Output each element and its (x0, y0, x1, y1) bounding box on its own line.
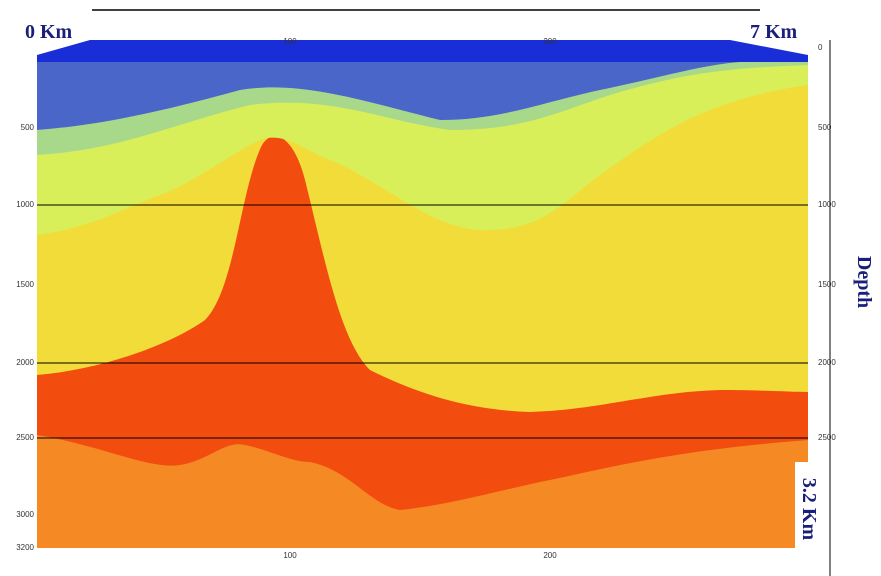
tick-labels: 500 1000 1500 2000 2500 3000 3200 0 500 1000 1500 2… (16, 37, 836, 560)
label-box (795, 462, 823, 556)
tick-label: 1000 (818, 200, 836, 209)
tick-label: 100 (283, 551, 297, 560)
blue-layer (37, 62, 740, 130)
right-distance: 7 Km (750, 21, 798, 43)
tick-label: 3000 (16, 510, 34, 519)
depth-title: Depth (853, 256, 875, 308)
tick-label: 1500 (818, 280, 836, 289)
tick-label: 200 (543, 551, 557, 560)
tick-label: 200 (543, 37, 557, 46)
water-layer (37, 40, 808, 62)
tick-label: 500 (21, 123, 35, 132)
tick-label: 2000 (16, 358, 34, 367)
tick-label: 3200 (16, 543, 34, 552)
tick-label: 1500 (16, 280, 34, 289)
tick-label: 500 (818, 123, 832, 132)
tick-label: 2500 (16, 433, 34, 442)
tick-label: 0 (818, 43, 823, 52)
tick-label: 2000 (818, 358, 836, 367)
tick-label: 2500 (818, 433, 836, 442)
tick-label: 1000 (16, 200, 34, 209)
max-depth: 3.2 Km (798, 478, 820, 541)
left-distance: 0 Km (25, 21, 73, 43)
tick-label: 100 (283, 37, 297, 46)
